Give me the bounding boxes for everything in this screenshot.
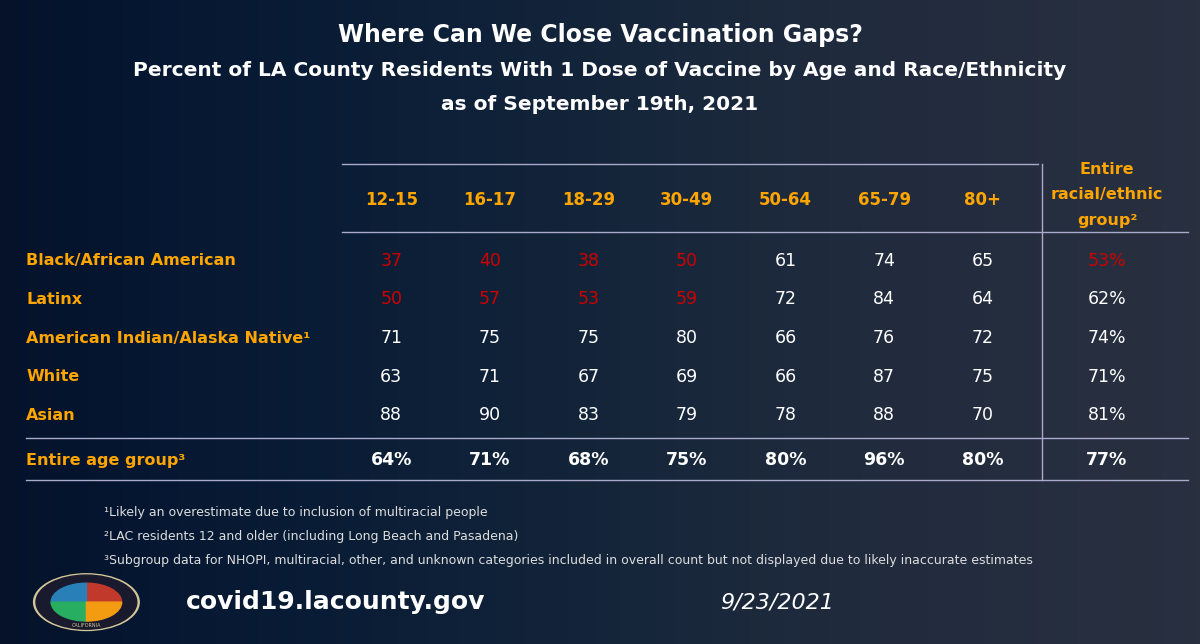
Text: 71: 71 xyxy=(380,329,402,347)
Text: 69: 69 xyxy=(676,368,698,386)
Text: 75: 75 xyxy=(479,329,500,347)
Text: American Indian/Alaska Native¹: American Indian/Alaska Native¹ xyxy=(26,330,311,346)
Text: CALIFORNIA: CALIFORNIA xyxy=(72,623,101,628)
Text: 9/23/2021: 9/23/2021 xyxy=(720,592,834,612)
Text: ¹Likely an overestimate due to inclusion of multiracial people: ¹Likely an overestimate due to inclusion… xyxy=(104,506,488,518)
Text: 66: 66 xyxy=(774,329,797,347)
Text: Where Can We Close Vaccination Gaps?: Where Can We Close Vaccination Gaps? xyxy=(337,23,863,46)
Text: 72: 72 xyxy=(972,329,994,347)
Text: 64%: 64% xyxy=(371,451,412,469)
Text: 76: 76 xyxy=(874,329,895,347)
Text: 74%: 74% xyxy=(1087,329,1127,347)
Text: 71%: 71% xyxy=(469,451,510,469)
Text: Entire age group³: Entire age group³ xyxy=(26,453,186,468)
Text: White: White xyxy=(26,369,79,384)
Text: 80: 80 xyxy=(676,329,698,347)
Text: 59: 59 xyxy=(676,290,698,308)
Text: 64: 64 xyxy=(972,290,994,308)
Text: 75: 75 xyxy=(972,368,994,386)
Text: 67: 67 xyxy=(577,368,600,386)
Text: 40: 40 xyxy=(479,252,500,270)
Text: 66: 66 xyxy=(774,368,797,386)
Text: 96%: 96% xyxy=(863,451,905,469)
Text: 83: 83 xyxy=(577,406,600,424)
Text: 50: 50 xyxy=(676,252,698,270)
Text: ²LAC residents 12 and older (including Long Beach and Pasadena): ²LAC residents 12 and older (including L… xyxy=(104,530,518,543)
Text: 61: 61 xyxy=(774,252,797,270)
Text: Black/African American: Black/African American xyxy=(26,253,236,269)
Text: 68%: 68% xyxy=(568,451,610,469)
Text: 72: 72 xyxy=(774,290,797,308)
Text: 75: 75 xyxy=(577,329,600,347)
Text: 75%: 75% xyxy=(666,451,708,469)
Text: 71: 71 xyxy=(479,368,500,386)
Text: 50-64: 50-64 xyxy=(760,191,812,209)
Text: 65-79: 65-79 xyxy=(858,191,911,209)
Text: 53%: 53% xyxy=(1087,252,1127,270)
Text: 18-29: 18-29 xyxy=(562,191,614,209)
Text: Asian: Asian xyxy=(26,408,76,423)
Text: 80%: 80% xyxy=(962,451,1003,469)
Text: 30-49: 30-49 xyxy=(660,191,714,209)
Text: 71%: 71% xyxy=(1087,368,1127,386)
Text: 62%: 62% xyxy=(1087,290,1127,308)
Text: 81%: 81% xyxy=(1087,406,1127,424)
Text: 80+: 80+ xyxy=(965,191,1001,209)
Text: covid19.lacounty.gov: covid19.lacounty.gov xyxy=(186,590,485,614)
Text: 38: 38 xyxy=(577,252,600,270)
Text: as of September 19th, 2021: as of September 19th, 2021 xyxy=(442,95,758,115)
Text: racial/ethnic: racial/ethnic xyxy=(1051,187,1163,202)
Text: 78: 78 xyxy=(774,406,797,424)
Text: 53: 53 xyxy=(577,290,600,308)
Text: group²: group² xyxy=(1076,213,1138,228)
Text: Latinx: Latinx xyxy=(26,292,83,307)
Text: 63: 63 xyxy=(380,368,402,386)
Text: 16-17: 16-17 xyxy=(463,191,516,209)
Text: 88: 88 xyxy=(380,406,402,424)
Text: 65: 65 xyxy=(972,252,994,270)
Text: 80%: 80% xyxy=(764,451,806,469)
Text: 50: 50 xyxy=(380,290,402,308)
Text: 88: 88 xyxy=(874,406,895,424)
Text: Percent of LA County Residents With 1 Dose of Vaccine by Age and Race/Ethnicity: Percent of LA County Residents With 1 Do… xyxy=(133,61,1067,80)
Text: 37: 37 xyxy=(380,252,402,270)
Text: 77%: 77% xyxy=(1086,451,1128,469)
Text: 79: 79 xyxy=(676,406,698,424)
Text: 70: 70 xyxy=(972,406,994,424)
Text: 12-15: 12-15 xyxy=(365,191,418,209)
Text: 90: 90 xyxy=(479,406,500,424)
Text: 74: 74 xyxy=(874,252,895,270)
Text: Entire: Entire xyxy=(1080,162,1134,176)
Text: 87: 87 xyxy=(874,368,895,386)
Text: 57: 57 xyxy=(479,290,500,308)
Text: 84: 84 xyxy=(874,290,895,308)
Text: ³Subgroup data for NHOPI, multiracial, other, and unknown categories included in: ³Subgroup data for NHOPI, multiracial, o… xyxy=(104,554,1033,567)
